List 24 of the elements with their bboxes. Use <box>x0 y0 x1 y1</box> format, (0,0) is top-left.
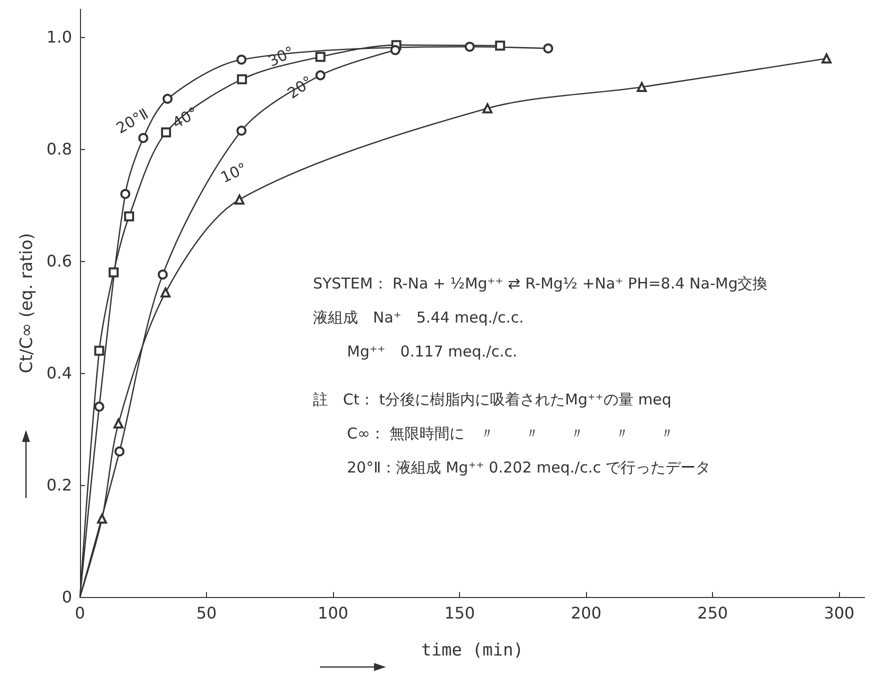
text: 10° <box>218 159 250 187</box>
y-tick-label: 0.6 <box>46 252 72 271</box>
y-tick-label: 0.2 <box>46 476 72 495</box>
x-tick-label: 100 <box>318 604 348 622</box>
y-tick-label: 0.8 <box>46 140 72 159</box>
annotation: SYSTEM： R-Na + ½Mg⁺⁺ ⇄ R-Mg½ +Na⁺ PH=8.4 Na-Mg交換 <box>313 274 768 292</box>
y-axis-title: Ct/C∞ (eq. ratio) <box>17 233 38 374</box>
y-tick-label: 1.0 <box>46 28 72 47</box>
y-tick-label: 0 <box>62 588 72 606</box>
text: 20° <box>284 72 316 102</box>
annotation: 液組成 Na⁺ 5.44 meq./c.c. <box>313 308 524 326</box>
text: 20°Ⅱ <box>113 104 152 138</box>
y-tick-label: 0.4 <box>46 364 72 383</box>
x-axis-title: time (min) <box>421 640 524 660</box>
annotation: 20°Ⅱ：液組成 Mg⁺⁺ 0.202 meq./c.c で行ったデータ <box>347 458 711 476</box>
annotation: 註 Ct： t分後に樹脂内に吸着されたMg⁺⁺の量 meq <box>313 390 672 408</box>
x-tick-label: 300 <box>824 604 854 622</box>
x-tick-label: 150 <box>444 604 475 622</box>
annotation: Mg⁺⁺ 0.117 meq./c.c. <box>347 342 518 360</box>
x-tick-label: 50 <box>196 604 217 622</box>
annotation: C∞： 無限時間に 〃 〃 〃 〃 〃 <box>347 424 675 442</box>
x-tick-label: 200 <box>570 604 602 622</box>
x-tick-label: 250 <box>697 604 728 622</box>
x-tick-label: 0 <box>74 604 86 622</box>
